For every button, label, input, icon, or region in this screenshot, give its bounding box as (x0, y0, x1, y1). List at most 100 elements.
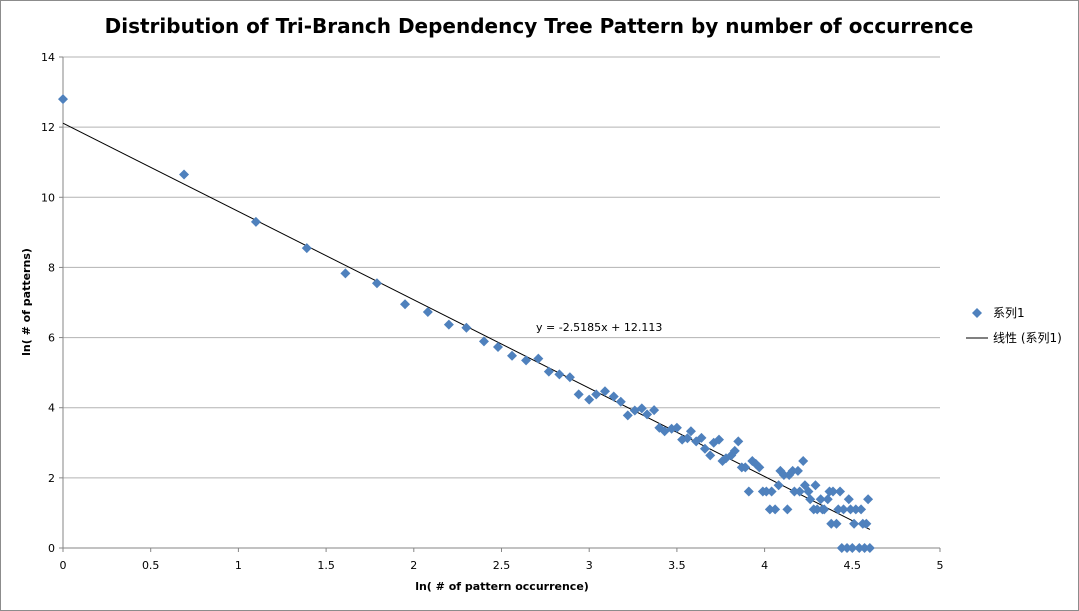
data-point (766, 486, 777, 497)
data-point (778, 470, 789, 481)
x-tick-label: 1.5 (317, 559, 335, 572)
data-point (787, 465, 798, 476)
y-tick-label: 6 (48, 332, 55, 345)
data-point (250, 216, 261, 227)
y-tick-label: 12 (41, 121, 55, 134)
data-point (461, 322, 472, 333)
x-tick-label: 4.5 (844, 559, 862, 572)
data-point (798, 456, 809, 467)
data-point (573, 389, 584, 400)
data-point (822, 494, 833, 505)
data-point (849, 518, 860, 529)
gridlines (63, 56, 940, 479)
y-tick-label: 8 (48, 261, 55, 274)
data-point (864, 543, 875, 553)
data-point (810, 480, 821, 491)
chart-title: Distribution of Tri-Branch Dependency Tr… (105, 14, 974, 38)
y-tick-label: 2 (48, 472, 55, 485)
data-point (301, 243, 312, 254)
data-point (696, 432, 707, 443)
axes: 0 2 4 6 8 10 12 14 0 0.5 1 1.5 2 2.5 3 3.5 4 4.5 5 (41, 51, 944, 572)
data-point (831, 518, 842, 529)
data-point (533, 353, 544, 364)
x-tick-label: 3 (586, 559, 593, 572)
y-tick-label: 4 (48, 402, 55, 415)
data-point (671, 422, 682, 433)
legend-label-series1: 系列1 (993, 306, 1025, 320)
data-point (833, 504, 844, 515)
data-point (649, 405, 660, 416)
x-tick-label: 4 (761, 559, 768, 572)
data-point (591, 389, 602, 400)
x-tick-label: 0.5 (142, 559, 160, 572)
data-point (642, 409, 653, 420)
data-point (815, 494, 826, 505)
data-point (792, 465, 803, 476)
data-point (828, 486, 839, 497)
data-point (564, 372, 575, 383)
data-point (812, 504, 823, 515)
x-tick-label: 2 (410, 559, 417, 572)
data-point (805, 494, 816, 505)
data-point (682, 433, 693, 444)
data-point (789, 486, 800, 497)
x-tick-label: 3.5 (668, 559, 686, 572)
data-point (740, 462, 751, 473)
data-point (835, 486, 846, 497)
legend-marker-series1 (972, 308, 982, 318)
data-point (733, 436, 744, 447)
data-point (761, 486, 772, 497)
data-point (507, 350, 518, 361)
data-point (622, 410, 633, 421)
data-point (685, 426, 696, 437)
data-point (819, 504, 830, 515)
data-point (521, 355, 532, 366)
data-point (861, 518, 872, 529)
data-point (838, 504, 849, 515)
data-point (705, 450, 716, 461)
data-point (842, 543, 853, 553)
data-point (854, 543, 865, 553)
data-point (554, 369, 565, 380)
data-point (856, 504, 867, 515)
data-point (743, 486, 754, 497)
data-point (803, 486, 814, 497)
data-point (713, 434, 724, 445)
data-point (770, 504, 781, 515)
data-point (599, 386, 610, 397)
data-point (543, 366, 554, 377)
data-point (754, 462, 765, 473)
x-tick-label: 0 (60, 559, 67, 572)
data-point (847, 543, 858, 553)
data-point (843, 494, 854, 505)
legend-label-trendline: 线性 (系列1) (993, 331, 1062, 345)
data-point (636, 403, 647, 414)
data-point (836, 543, 847, 553)
data-point (782, 504, 793, 515)
data-point (422, 306, 433, 317)
data-point (179, 169, 190, 180)
data-point (764, 504, 775, 515)
data-points (58, 94, 875, 553)
data-point (443, 319, 454, 330)
y-axis-title: ln( # of patterns) (20, 248, 33, 356)
x-axis-title: ln( # of pattern occurrence) (415, 580, 589, 593)
y-tick-label: 0 (48, 542, 55, 555)
data-point (615, 396, 626, 407)
data-point (850, 504, 861, 515)
data-point (845, 504, 856, 515)
data-point (584, 394, 595, 405)
x-tick-label: 2.5 (493, 559, 511, 572)
data-point (492, 342, 503, 353)
y-tick-label: 10 (41, 191, 55, 204)
data-point (826, 518, 837, 529)
data-point (340, 268, 351, 279)
data-point (699, 443, 710, 454)
y-tick-label: 14 (41, 51, 55, 64)
data-point (371, 278, 382, 289)
data-point (863, 494, 874, 505)
data-point (859, 543, 870, 553)
data-point (729, 445, 740, 456)
